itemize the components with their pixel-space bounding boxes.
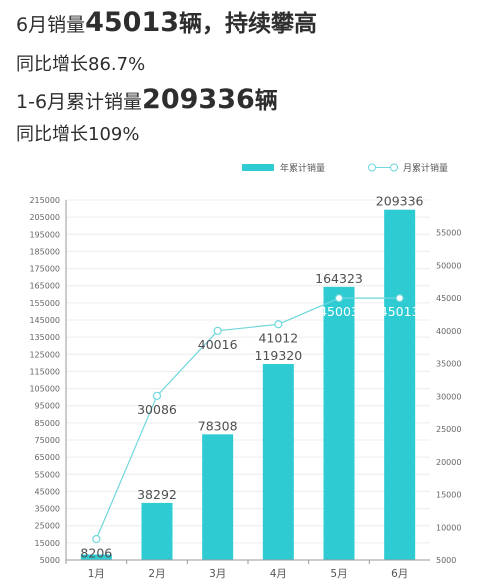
- left-axis-tick: 175000: [29, 265, 60, 274]
- headline-june-yoy: 同比增长86.7%: [16, 54, 146, 75]
- left-axis-tick: 195000: [29, 230, 60, 239]
- headline-cumulative-sales: 1-6月累计销量209336辆: [16, 81, 278, 115]
- headline-cumulative-prefix: 1-6月累计销量: [16, 91, 143, 113]
- left-axis-tick: 95000: [35, 402, 60, 411]
- line-value-label: 30086: [137, 402, 177, 417]
- line-point-5: [334, 294, 344, 303]
- left-axis-tick: 105000: [29, 385, 60, 394]
- line-value-label: 40016: [198, 337, 238, 352]
- x-axis-label: 2月: [148, 568, 165, 580]
- chart-legend: 年累计销量 月累计销量: [242, 162, 448, 174]
- legend-bar-swatch: [242, 164, 274, 171]
- headline-cumulative-yoy: 同比增长109%: [16, 124, 140, 145]
- bar-6: [384, 209, 416, 560]
- bar-3: [202, 434, 234, 560]
- headline-cumulative-unit: 辆: [254, 88, 278, 114]
- right-axis-tick: 35000: [436, 360, 461, 369]
- line-point-6: [395, 293, 404, 303]
- left-axis-tick: 165000: [29, 282, 60, 291]
- right-axis-tick: 40000: [436, 327, 461, 336]
- bar-4: [262, 364, 294, 560]
- left-axis-tick: 25000: [35, 522, 60, 531]
- x-axis-label: 5月: [330, 568, 347, 580]
- line-point-1: [92, 534, 101, 544]
- legend-line-marker-left: [368, 163, 376, 172]
- left-axis-tick: 135000: [29, 333, 60, 342]
- left-axis-tick: 125000: [29, 350, 60, 359]
- left-axis-tick: 55000: [35, 470, 60, 479]
- legend-line-marker-right: [390, 163, 398, 172]
- right-axis-tick: 20000: [436, 458, 461, 467]
- right-axis-tick: 15000: [436, 491, 461, 500]
- left-axis-tick: 155000: [29, 299, 60, 308]
- bar-value-label: 8206: [80, 546, 112, 561]
- x-axis-label: 6月: [391, 568, 408, 580]
- line-point-2: [152, 391, 162, 400]
- headline-june-prefix: 6月销量: [16, 14, 86, 36]
- sales-chart: 年累计销量 月累计销量 5000 15000 25000 35000 45000 5500…: [29, 162, 461, 580]
- left-axis-tick: 205000: [29, 213, 60, 222]
- right-axis-tick: 55000: [436, 229, 461, 238]
- headline-june-suffix: ，持续攀高: [202, 11, 318, 37]
- legend-bar-label: 年累计销量: [280, 162, 325, 174]
- left-axis-tick: 85000: [35, 419, 60, 428]
- left-axis-tick: 15000: [35, 539, 60, 548]
- x-axis-label: 3月: [209, 568, 226, 580]
- left-axis-tick: 145000: [29, 316, 60, 325]
- headline-cumulative-number: 209336: [142, 84, 255, 115]
- bar-1: [80, 554, 112, 560]
- x-axis-label: 4月: [270, 568, 287, 580]
- monthly-sales-line: [95, 297, 400, 540]
- bar-5: [323, 286, 355, 560]
- right-axis-tick: 45000: [436, 294, 461, 303]
- left-axis-tick: 65000: [35, 453, 60, 462]
- right-axis-tick: 10000: [436, 523, 461, 532]
- left-axis-tick: 45000: [35, 487, 60, 496]
- bar-2: [141, 502, 173, 560]
- right-axis-tick: 5000: [436, 556, 456, 565]
- bar-value-label: 119320: [254, 348, 302, 363]
- legend-line-label: 月累计销量: [403, 162, 448, 174]
- bar-value-label: 164323: [315, 271, 363, 286]
- line-value-label: 45013: [380, 304, 420, 319]
- left-axis-tick: 185000: [29, 247, 60, 256]
- headline-june-unit: 辆: [179, 11, 203, 37]
- headline-june-sales: 6月销量45013辆，持续攀高: [16, 4, 317, 38]
- right-axis-tick: 25000: [436, 425, 461, 434]
- line-value-label: 45003: [319, 304, 359, 319]
- bar-value-label: 78308: [198, 418, 238, 433]
- right-axis-tick: 50000: [436, 261, 461, 270]
- right-axis-tick: 30000: [436, 392, 461, 401]
- left-axis-tick: 35000: [35, 505, 60, 514]
- headline-june-number: 45013: [85, 7, 180, 38]
- line-point-3: [213, 326, 222, 335]
- line-value-label: 41012: [258, 330, 298, 345]
- left-axis-tick: 5000: [40, 556, 60, 565]
- left-axis-tick: 215000: [29, 196, 60, 205]
- x-axis-label: 1月: [88, 568, 105, 580]
- left-axis-tick: 75000: [35, 436, 60, 445]
- bar-value-label: 38292: [137, 487, 177, 502]
- left-axis-tick: 115000: [29, 367, 60, 376]
- line-point-4: [274, 320, 283, 329]
- bar-value-label: 209336: [376, 194, 424, 209]
